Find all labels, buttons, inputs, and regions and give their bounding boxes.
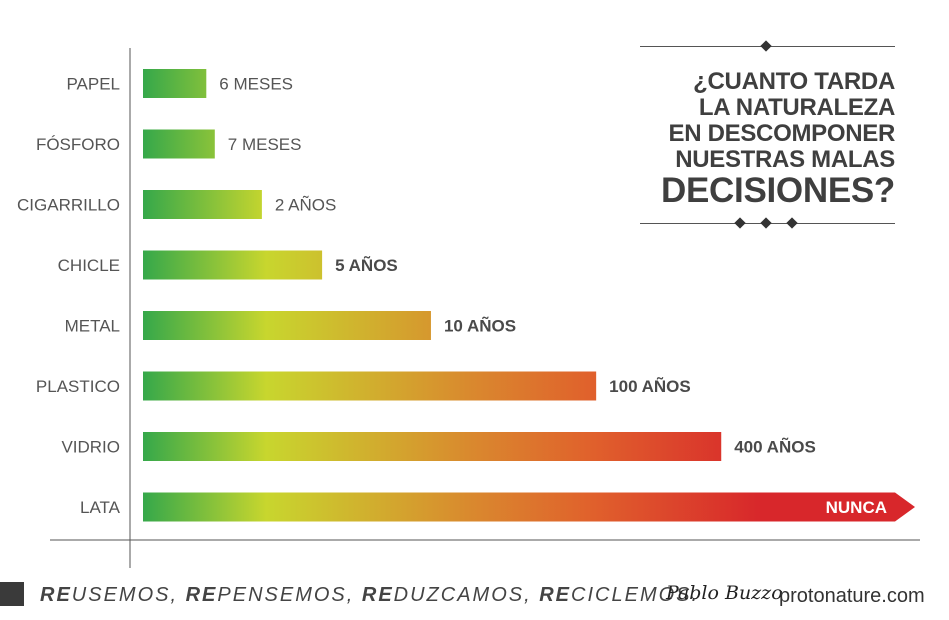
slogan-prefix: RE: [185, 584, 218, 606]
title-block: ¿CUANTO TARDA LA NATURALEZA EN DESCOMPON…: [640, 40, 895, 229]
bar: [143, 432, 722, 461]
title-top-rule: [640, 40, 895, 52]
chart: PAPEL 6 MESES FÓSFORO 7 MESES CIGARRILLO 2 AÑ…: [17, 48, 920, 568]
value-label: 100 AÑOS: [609, 376, 691, 396]
value-label: NUNCA: [826, 498, 887, 517]
footer-slogan: REUSEMOS, REPENSEMOS, REDUZCAMOS, RECICL…: [40, 584, 699, 607]
slogan-prefix: RE: [361, 584, 394, 606]
category-label: CIGARRILLO: [17, 196, 120, 215]
site-link[interactable]: protonature.com: [779, 585, 925, 607]
value-label: 5 AÑOS: [335, 255, 398, 275]
value-label: 2 AÑOS: [275, 196, 336, 215]
bar: [143, 371, 597, 401]
bar: [143, 250, 323, 280]
signature: Pablo Buzzo: [666, 582, 783, 604]
bar: [143, 69, 207, 98]
bars-group: PAPEL 6 MESES FÓSFORO 7 MESES CIGARRILLO 2 AÑ…: [17, 69, 915, 522]
value-label: 400 AÑOS: [734, 437, 816, 457]
category-label: CHICLE: [58, 256, 120, 275]
category-label: LATA: [80, 498, 121, 517]
value-label: 7 MESES: [228, 135, 302, 154]
slogan-rest: CICLEMOS.: [571, 584, 700, 606]
title-line: EN DESCOMPONER: [668, 120, 896, 147]
value-label: 6 MESES: [219, 75, 293, 94]
bar: [143, 492, 915, 522]
category-label: PLASTICO: [36, 377, 120, 396]
chart-title: ¿CUANTO TARDA LA NATURALEZA EN DESCOMPON…: [640, 69, 895, 209]
slogan-prefix: RE: [40, 584, 72, 606]
slogan-rest: DUZCAMOS,: [393, 584, 540, 606]
bar: [143, 311, 431, 340]
category-label: FÓSFORO: [36, 135, 120, 154]
slogan-prefix: RE: [539, 584, 572, 606]
title-emphasis: DECISIONES?: [661, 171, 895, 210]
value-label: 10 AÑOS: [444, 316, 516, 336]
category-label: PAPEL: [66, 75, 120, 94]
footer-square: [0, 582, 24, 606]
slogan-rest: USEMOS,: [71, 584, 186, 606]
slogan-rest: PENSEMOS,: [217, 584, 362, 606]
title-line: NUESTRAS MALAS: [675, 146, 895, 173]
category-label: VIDRIO: [61, 438, 120, 457]
category-label: METAL: [65, 317, 120, 336]
title-line: ¿CUANTO TARDA: [693, 68, 895, 95]
bar: [143, 129, 215, 159]
title-bottom-rule: [640, 217, 895, 229]
bar: [143, 190, 262, 219]
title-line: LA NATURALEZA: [698, 94, 895, 121]
